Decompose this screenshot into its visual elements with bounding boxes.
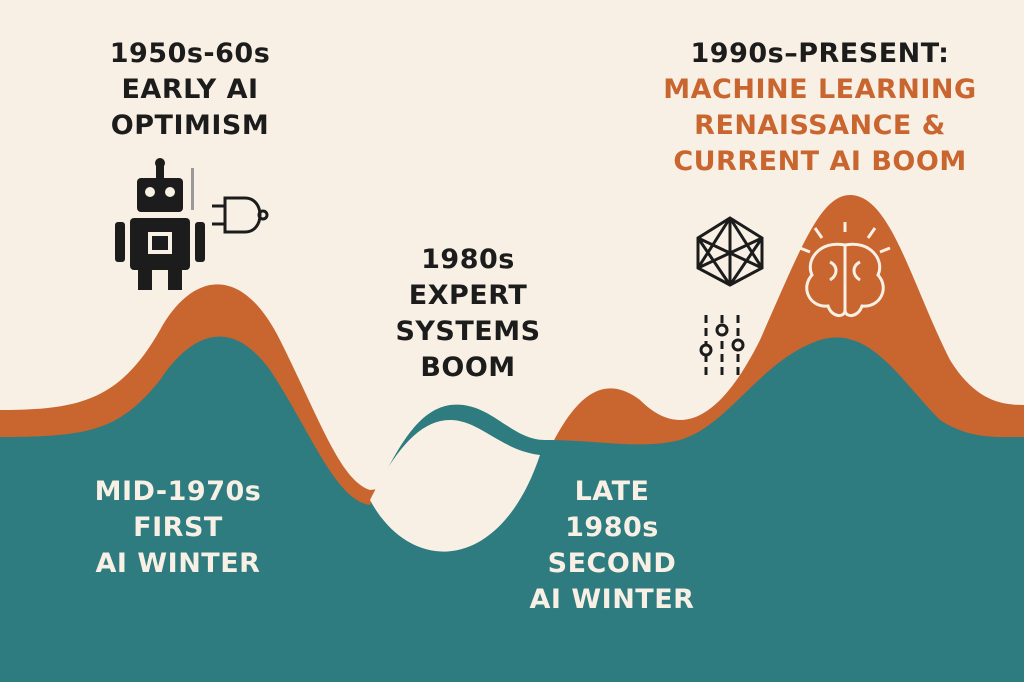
expert-systems-label: EXPERT — [409, 280, 528, 311]
first-winter-label: MID-1970s — [95, 476, 262, 507]
ml-boom-label: RENAISSANCE & — [694, 110, 946, 141]
brain-icon — [799, 222, 891, 317]
sliders-icon — [699, 315, 745, 380]
second-winter-label: 1980s — [565, 512, 659, 543]
robot-icon — [115, 158, 205, 290]
expert-systems-label: SYSTEMS — [395, 316, 540, 347]
ml-boom-label: CURRENT AI BOOM — [673, 146, 966, 177]
winter-dip — [370, 420, 540, 552]
ml-boom-label: MACHINE LEARNING — [663, 74, 976, 105]
early-ai-label: EARLY AI — [121, 74, 258, 105]
expert-systems-label: 1980s — [421, 244, 515, 275]
second-winter-label: SECOND — [548, 548, 677, 579]
second-winter-label: LATE — [575, 476, 650, 507]
expert-systems-label: BOOM — [420, 352, 515, 383]
early-ai-label: OPTIMISM — [111, 110, 269, 141]
first-winter-label: AI WINTER — [96, 548, 261, 579]
first-winter-label: FIRST — [133, 512, 223, 543]
network-icon — [696, 216, 764, 287]
labels: 1950s-60s EARLY AI OPTIMISM MID-1970s FIRST A… — [95, 38, 977, 615]
ml-boom-label: 1990s–PRESENT: — [691, 38, 950, 69]
logic-gate-icon — [212, 196, 269, 234]
second-winter-label: AI WINTER — [530, 584, 695, 615]
early-ai-label: 1950s-60s — [110, 38, 271, 69]
